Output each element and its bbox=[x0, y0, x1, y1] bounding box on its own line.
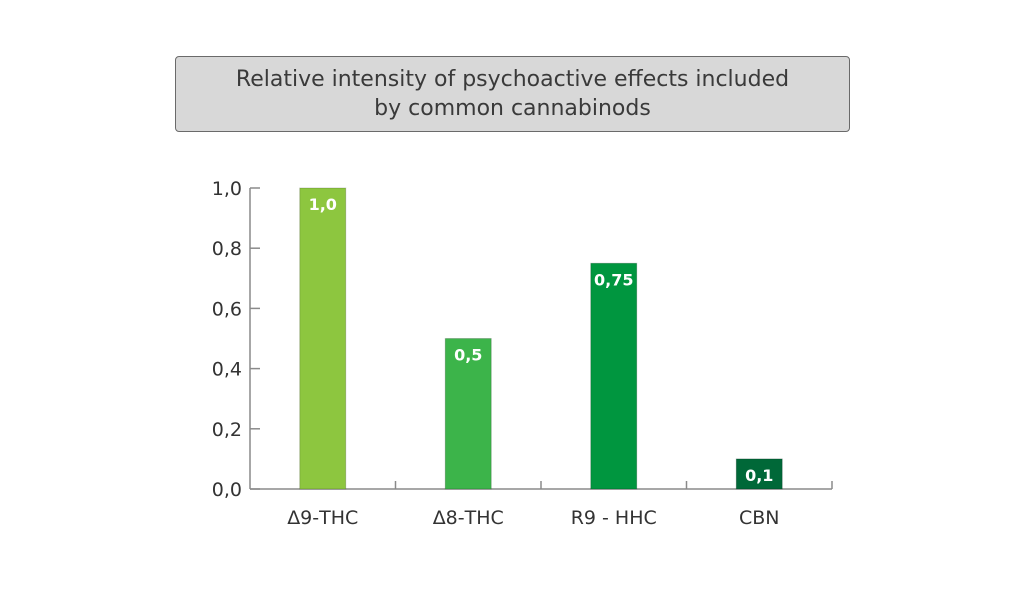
chart-title-line-2: by common cannabinods bbox=[374, 96, 651, 121]
bar bbox=[444, 338, 492, 490]
chart-labels: 0,0 0,2 0,4 0,6 0,8 1,0 1,0 Δ9-THC 0,5 Δ8-THC 0,75… bbox=[212, 178, 780, 529]
chart-title-line-1: Relative intensity of psychoactive effec… bbox=[235, 67, 790, 92]
y-tick-label: 0,8 bbox=[212, 238, 242, 260]
bar bbox=[590, 262, 638, 490]
y-tick-label: 0,2 bbox=[212, 419, 242, 441]
x-category-label: Δ9-THC bbox=[287, 507, 358, 529]
data-label: 0,75 bbox=[594, 270, 633, 289]
y-tick-label: 0,6 bbox=[212, 298, 242, 320]
chart-title-box: Relative intensity of psychoactive effec… bbox=[175, 56, 850, 132]
bar bbox=[735, 458, 783, 490]
bar bbox=[299, 187, 347, 490]
chart-axes bbox=[249, 187, 833, 490]
data-label: 0,1 bbox=[745, 466, 773, 485]
y-tick-label: 0,0 bbox=[212, 479, 242, 501]
x-category-label: R9 - HHC bbox=[571, 507, 657, 529]
data-label: 0,5 bbox=[454, 346, 482, 365]
chart-bars bbox=[299, 187, 783, 490]
y-tick-label: 1,0 bbox=[212, 178, 242, 200]
data-label: 1,0 bbox=[309, 195, 337, 214]
x-category-label: CBN bbox=[739, 507, 780, 529]
x-category-label: Δ8-THC bbox=[433, 507, 504, 529]
y-tick-label: 0,4 bbox=[212, 359, 242, 381]
